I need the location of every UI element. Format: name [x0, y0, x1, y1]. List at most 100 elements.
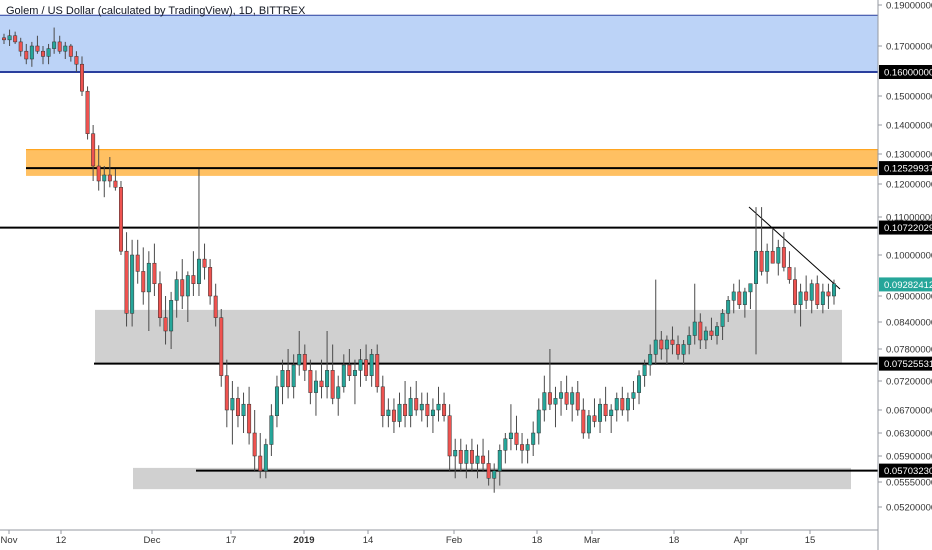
x-tick-label: Feb: [446, 535, 462, 546]
candle: [403, 381, 408, 428]
candle-body: [648, 354, 653, 366]
candle-body: [564, 392, 569, 405]
candle-body: [102, 174, 107, 182]
candle: [798, 283, 803, 327]
candle-body: [804, 291, 809, 301]
candle: [247, 386, 252, 445]
candle-body: [41, 50, 45, 57]
candle: [698, 313, 703, 349]
price-labels: 0.16000000 0.12529937 0.10722029 0.09282412…: [879, 65, 932, 478]
candle: [35, 35, 40, 54]
candle: [119, 181, 123, 255]
candle-body: [609, 409, 614, 416]
x-tick-label: 12: [56, 535, 67, 546]
candle: [85, 86, 90, 140]
x-tick-label: 17: [226, 535, 237, 546]
candle: [787, 251, 792, 284]
candle: [219, 309, 224, 387]
candle-body: [291, 364, 296, 388]
price-label-text: 0.09282412: [884, 280, 932, 291]
y-tick-label: 0.11000000: [886, 213, 932, 224]
candle-body: [386, 409, 391, 416]
candle: [692, 283, 697, 345]
price-label-text: 0.12529937: [884, 164, 932, 175]
x-tick-label: 18: [532, 535, 543, 546]
candle: [542, 375, 547, 422]
candle-body: [575, 392, 580, 411]
candle-body: [52, 41, 57, 49]
candle-body: [631, 392, 636, 399]
candle: [603, 386, 608, 422]
y-tick-label: 0.10000000: [886, 251, 932, 262]
candle: [319, 359, 324, 399]
candle: [520, 433, 525, 464]
candle-body: [419, 403, 424, 411]
candle-body: [698, 321, 703, 341]
candle: [224, 359, 229, 428]
y-tick-label: 0.06700000: [886, 406, 932, 417]
candle-body: [397, 403, 402, 422]
candle: [559, 381, 564, 416]
candle: [815, 275, 820, 309]
candle-body: [235, 398, 240, 416]
candle-body: [581, 409, 586, 434]
candle-body: [820, 291, 825, 305]
candle: [469, 438, 474, 471]
candle-body: [369, 354, 374, 376]
candle: [380, 375, 385, 428]
candle: [330, 344, 335, 405]
candle-body: [653, 339, 658, 355]
candle: [570, 386, 575, 422]
candle: [804, 275, 809, 309]
candle: [196, 169, 201, 296]
candle: [475, 444, 480, 479]
candle-body: [742, 291, 747, 305]
candle: [614, 392, 619, 422]
candle-body: [375, 354, 380, 388]
candle-body: [469, 450, 474, 464]
candle-body: [536, 409, 541, 434]
descending-trendline: [748, 206, 841, 290]
candle-body: [586, 415, 591, 434]
y-tick-label: 0.13000000: [886, 150, 932, 161]
candle: [107, 157, 112, 188]
y-tick-label: 0.19000000: [886, 1, 932, 12]
price-label-text: 0.10722029: [884, 223, 932, 234]
candle-body: [91, 133, 96, 167]
candle: [52, 27, 57, 54]
candle: [91, 125, 96, 181]
candle-body: [219, 317, 224, 376]
candle: [152, 243, 157, 296]
candle: [581, 398, 586, 439]
candle: [503, 433, 508, 464]
candle-body: [130, 254, 135, 314]
candle: [514, 415, 519, 451]
price-label-0.12529937: 0.12529937: [879, 161, 932, 176]
candle-body: [447, 415, 452, 457]
candle: [213, 283, 218, 327]
candle-body: [676, 344, 681, 355]
candle: [163, 296, 168, 345]
candle: [269, 404, 274, 456]
candle-body: [481, 455, 486, 464]
price-label-text: 0.07525531: [884, 359, 932, 370]
candle: [631, 381, 636, 410]
price-axis: [0, 0, 879, 550]
candle-body: [180, 279, 185, 297]
candle: [436, 386, 441, 422]
candle-body: [826, 291, 831, 297]
candle: [241, 392, 246, 433]
candle-body: [57, 41, 62, 52]
candle-body: [414, 398, 419, 411]
candle: [252, 410, 257, 471]
price-label-0.05703230: 0.05703230: [879, 463, 932, 478]
candle: [826, 283, 831, 309]
candle: [832, 279, 836, 305]
candle-body: [659, 339, 664, 350]
candle-body: [620, 398, 625, 411]
candle: [486, 450, 491, 486]
candle: [592, 398, 597, 428]
price-label-box: [879, 463, 932, 478]
candle-body: [681, 344, 686, 355]
